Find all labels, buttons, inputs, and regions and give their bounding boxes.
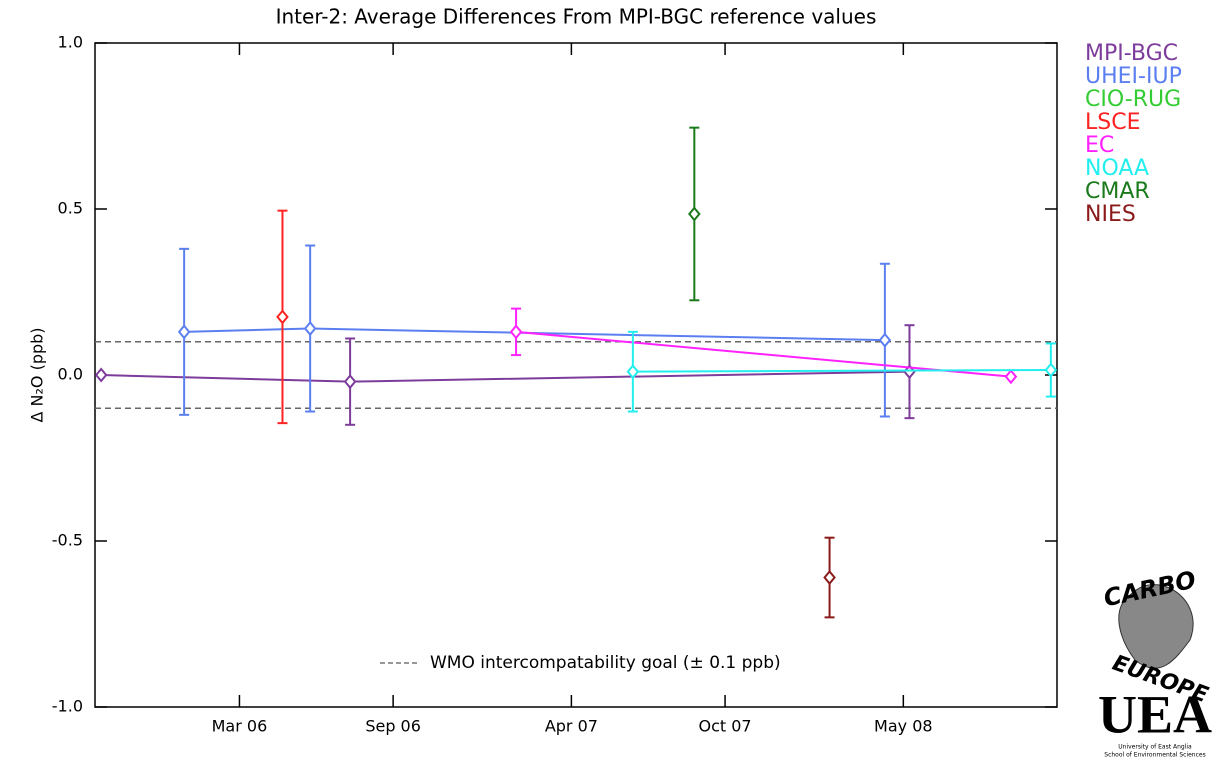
legend-entry: CMAR [1085,179,1150,204]
legend-entry: CIO-RUG [1085,87,1181,112]
x-tick-label: Oct 07 [699,717,752,736]
y-tick-label: 0.0 [58,365,83,384]
data-point [626,364,640,380]
y-tick-label: 0.5 [58,199,83,218]
series-line [515,330,1011,378]
x-tick-label: May 08 [874,717,933,736]
data-point [94,367,108,383]
data-point [1044,362,1058,378]
legend-entry: NIES [1085,202,1136,227]
data-point [509,324,523,340]
x-tick-label: Sep 06 [365,717,421,736]
data-point [878,332,892,348]
legend-entry: EC [1085,133,1114,158]
data-point [343,374,357,390]
chart-title: Inter-2: Average Differences From MPI-BG… [276,5,877,29]
x-tick-label: Apr 07 [545,717,598,736]
series-line [101,370,910,383]
legend-entry: MPI-BGC [1085,41,1178,66]
annotation: WMO intercompatability goal (± 0.1 ppb) [430,653,781,673]
data-point [688,206,701,222]
y-tick-label: 1.0 [58,33,83,52]
data-point [1004,369,1018,385]
y-axis-label: Δ N₂O (ppb) [28,327,47,422]
legend-entry: UHEI-IUP [1085,64,1182,89]
logo-map [1118,584,1194,669]
data-point [303,320,317,337]
data-point [823,569,836,586]
logo-text: UEA [1098,684,1212,744]
data-point [276,309,289,325]
legend-entry: LSCE [1085,110,1140,135]
uea-logo: UEA University of East Anglia School of … [1098,684,1212,758]
x-tick-label: Mar 06 [212,717,268,736]
data-point [177,324,191,340]
series-line [632,369,1051,373]
y-tick-label: -0.5 [52,531,83,550]
logo-text: School of Environmental Sciences [1104,752,1205,759]
legend-entry: NOAA [1085,156,1149,181]
logo-text: University of East Anglia [1118,744,1192,751]
y-tick-label: -1.0 [52,697,83,716]
